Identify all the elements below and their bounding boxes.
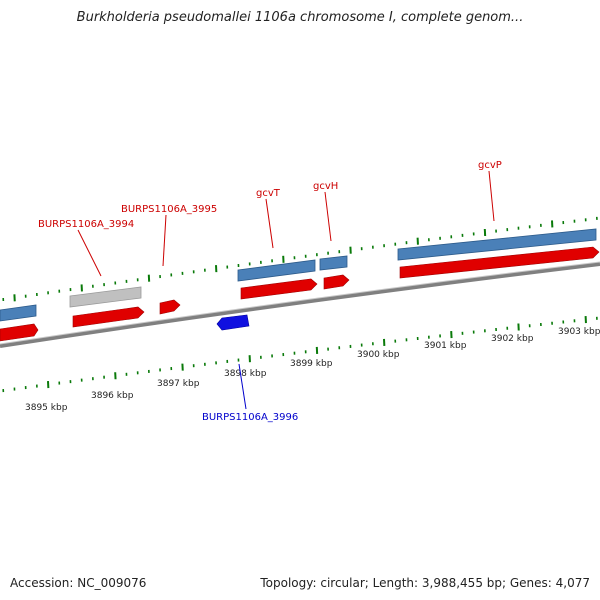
reverse-gene-arrow[interactable] <box>216 314 250 331</box>
cds-block[interactable] <box>237 259 316 282</box>
pseudo-block[interactable] <box>69 286 142 308</box>
cds-block[interactable] <box>0 304 37 322</box>
forward-gene-arrow[interactable] <box>159 299 181 315</box>
ruler-label: 3899 kbp <box>290 359 333 369</box>
forward-gene-arrow[interactable] <box>0 323 39 342</box>
forward-gene-arrow[interactable] <box>240 278 318 300</box>
gene-label[interactable]: gcvH <box>313 181 338 192</box>
label-leader-line <box>77 229 102 277</box>
forward-gene-arrow[interactable] <box>323 274 350 290</box>
cds-block[interactable] <box>319 255 348 271</box>
gene-label[interactable]: BURPS1106A_3995 <box>121 204 217 215</box>
ruler-label: 3903 kbp <box>558 327 600 337</box>
ruler-label: 3896 kbp <box>91 391 134 401</box>
label-leader-line <box>324 191 332 242</box>
gene-label[interactable]: BURPS1106A_3996 <box>202 412 298 423</box>
accession-label: Accession: NC_009076 <box>10 576 147 590</box>
cds-block[interactable] <box>397 228 597 261</box>
gene-label[interactable]: gcvP <box>478 160 502 171</box>
genome-summary: Topology: circular; Length: 3,988,455 bp… <box>260 576 590 590</box>
chromosome-backbone-highlight <box>0 261 600 345</box>
gene-label[interactable]: gcvT <box>256 188 281 199</box>
ruler-label: 3895 kbp <box>25 403 68 413</box>
forward-gene-arrow[interactable] <box>399 246 600 279</box>
inner-tick-ring <box>2 316 598 393</box>
ruler-label: 3901 kbp <box>424 341 467 351</box>
label-leader-line <box>238 363 247 410</box>
ruler-label: 3898 kbp <box>224 369 267 379</box>
ruler-label: 3902 kbp <box>491 334 534 344</box>
label-leader-line <box>265 198 274 249</box>
forward-gene-arrow[interactable] <box>72 306 145 328</box>
chromosome-backbone <box>0 262 600 348</box>
outer-tick-ring <box>2 216 598 302</box>
ruler-label: 3900 kbp <box>357 350 400 360</box>
ruler-labels: 3895 kbp 3896 kbp 3897 kbp 3898 kbp 3899… <box>25 327 600 413</box>
gene-label[interactable]: BURPS1106A_3994 <box>38 219 134 230</box>
ruler-label: 3897 kbp <box>157 379 200 389</box>
map-title: Burkholderia pseudomallei 1106a chromoso… <box>76 10 524 25</box>
label-leader-line <box>488 170 495 222</box>
label-leader-line <box>162 214 167 267</box>
